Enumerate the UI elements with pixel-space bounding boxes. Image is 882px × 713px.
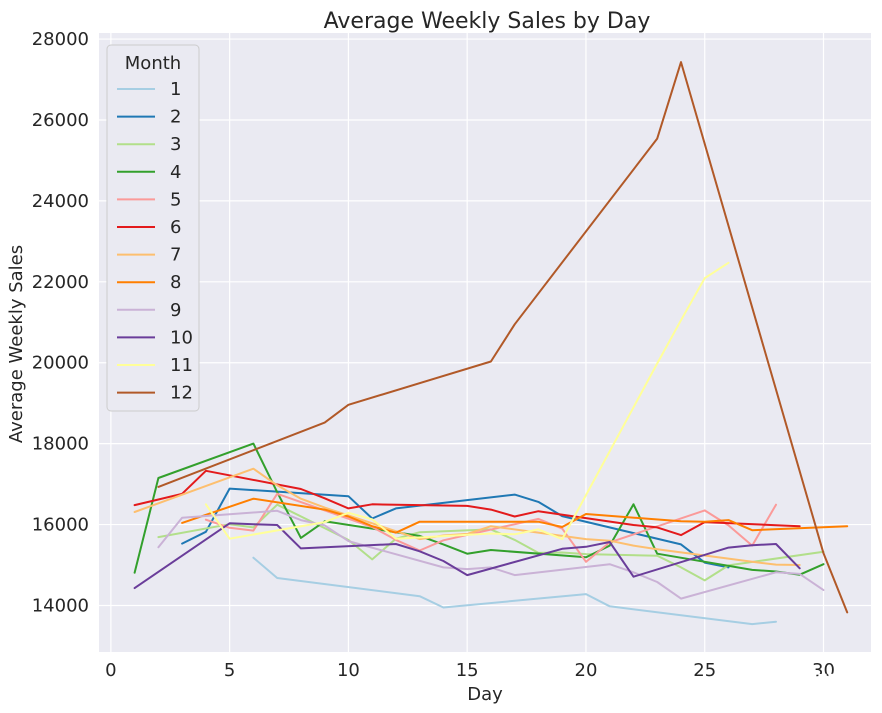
y-tick-label: 20000 — [32, 353, 89, 374]
legend-item-month-6: 6 — [117, 217, 181, 238]
x-axis-title: Day — [467, 684, 503, 705]
legend-item-month-12: 12 — [117, 383, 193, 404]
y-tick-label: 24000 — [32, 191, 89, 212]
chart-title: Average Weekly Sales by Day — [324, 9, 651, 34]
series-line-month-9 — [157, 509, 825, 600]
series-line-month-6 — [133, 469, 801, 537]
series-line-month-10 — [133, 522, 801, 590]
y-axis-title: Average Weekly Sales — [6, 245, 27, 443]
series-line-month-1 — [252, 556, 777, 626]
legend-item-month-8: 8 — [117, 272, 181, 293]
legend-label: 5 — [170, 189, 181, 210]
x-tick-label: 5 — [224, 660, 235, 681]
y-tick-label: 26000 — [32, 110, 89, 131]
legend-item-month-9: 9 — [117, 300, 181, 321]
legend-label: 4 — [170, 162, 181, 183]
legend-label: 1 — [170, 79, 181, 100]
x-axis-ticks: 0 5 10 15 20 25 30 — [105, 660, 835, 681]
series-line-month-12 — [157, 61, 849, 614]
vertical-gridlines — [110, 33, 825, 652]
y-axis-ticks: 14000 16000 18000 20000 22000 24000 26000 28000 — [32, 29, 89, 616]
y-tick-label: 18000 — [32, 434, 89, 455]
legend-item-month-5: 5 — [117, 189, 181, 210]
legend-label: 11 — [170, 355, 193, 376]
y-tick-label: 14000 — [32, 595, 89, 616]
legend-label: 10 — [170, 327, 193, 348]
legend-label: 2 — [170, 107, 181, 128]
legend-label: 3 — [170, 134, 181, 155]
legend-item-month-10: 10 — [117, 327, 193, 348]
legend-item-month-2: 2 — [117, 107, 181, 128]
legend-label: 6 — [170, 217, 181, 238]
series-line-month-2 — [181, 487, 730, 569]
y-tick-label: 28000 — [32, 29, 89, 50]
y-tick-label: 22000 — [32, 272, 89, 293]
x-tick-label: 15 — [456, 660, 479, 681]
x-tick-label: 0 — [105, 660, 116, 681]
wechat-icon — [748, 671, 777, 692]
legend-label: 9 — [170, 300, 181, 321]
legend-item-month-11: 11 — [117, 355, 193, 376]
legend-item-month-4: 4 — [117, 162, 181, 183]
legend-label: 7 — [170, 245, 181, 266]
x-tick-label: 10 — [337, 660, 360, 681]
plot-area — [99, 33, 871, 652]
horizontal-gridlines — [99, 38, 871, 607]
x-tick-label: 30 — [812, 660, 835, 681]
legend-title: Month — [125, 53, 181, 74]
watermark: alitrack — [748, 666, 866, 692]
legend-item-month-1: 1 — [117, 79, 181, 100]
x-tick-label: 20 — [575, 660, 598, 681]
watermark-text: alitrack — [780, 666, 866, 690]
series-line-month-11 — [204, 261, 730, 541]
legend-label: 12 — [170, 383, 193, 404]
y-tick-label: 16000 — [32, 515, 89, 536]
x-tick-label: 25 — [693, 660, 716, 681]
legend-item-month-3: 3 — [117, 134, 181, 155]
legend-item-month-7: 7 — [117, 245, 181, 266]
legend-label: 8 — [170, 272, 181, 293]
series-lines — [133, 61, 849, 626]
series-line-month-8 — [181, 497, 849, 534]
